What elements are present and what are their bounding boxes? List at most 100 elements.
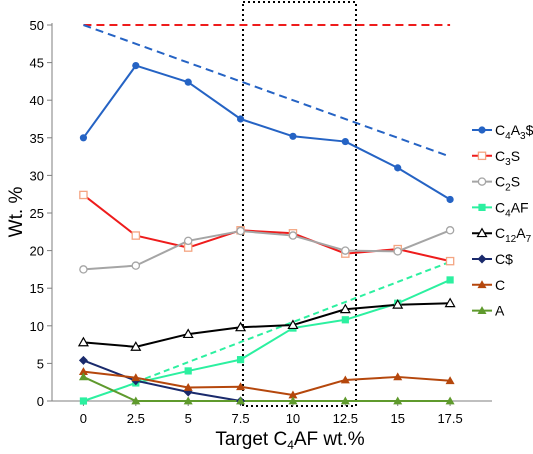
y-tick-label: 10: [30, 319, 44, 334]
legend-label: C3S: [495, 148, 520, 168]
data-point: [236, 226, 245, 236]
series-line-7: [83, 376, 451, 402]
x-axis-title: Target C4AF wt.%: [215, 429, 364, 452]
series-markers: [77, 62, 456, 406]
data-point: [341, 137, 349, 146]
data-point: [78, 355, 88, 365]
series-line-1: [82, 194, 451, 263]
y-tick-label: 5: [37, 356, 44, 371]
data-point: [445, 376, 455, 385]
data-point: [131, 396, 141, 405]
data-point: [236, 356, 245, 364]
y-tick-label: 50: [30, 18, 44, 33]
series-line-6: [83, 370, 451, 396]
series-line-5: [83, 359, 241, 402]
y-tick-label: 35: [30, 131, 44, 146]
x-tick-label: 12.5: [333, 411, 358, 426]
x-tick-label: 7.5: [232, 411, 250, 426]
tick-labels: 0 5 10 15 20 25 30 35 40 45 50 0 2.5 5 7.5 10 12.5 15 17.5: [30, 18, 463, 426]
y-tick-label: 0: [37, 394, 44, 409]
y-axis-title: Wt. %: [6, 187, 27, 238]
legend-label: C4A3$: [495, 122, 533, 142]
legend-marker: [477, 306, 487, 314]
data-point: [77, 336, 89, 347]
series-lines: [82, 64, 451, 402]
data-point: [184, 367, 192, 375]
highlight-box: [242, 1, 357, 407]
x-tick-label: 0: [80, 411, 87, 426]
data-point: [340, 396, 350, 405]
data-point: [446, 276, 454, 284]
data-point: [79, 190, 88, 200]
data-point: [131, 373, 141, 382]
data-point: [236, 115, 245, 123]
legend-label: C4AF: [495, 199, 529, 219]
y-tick-label: 20: [30, 244, 44, 259]
legend-label: A: [495, 303, 505, 319]
data-point: [236, 382, 246, 391]
data-point: [287, 319, 299, 330]
legend-label: C: [495, 277, 505, 293]
data-point: [393, 247, 402, 256]
data-point: [182, 328, 194, 339]
data-point: [444, 297, 456, 308]
legend-marker: [477, 254, 487, 264]
series-line-2: [83, 229, 451, 271]
legend-label: C$: [495, 251, 513, 267]
reference-lines: [83, 24, 451, 384]
data-point: [79, 134, 88, 142]
y-tick-label: 30: [30, 168, 44, 183]
reference-line: [83, 24, 451, 158]
data-point: [445, 226, 455, 235]
x-tick-label: 17.5: [437, 411, 462, 426]
data-point: [235, 321, 247, 332]
series-line-4: [83, 302, 451, 348]
data-point: [339, 303, 351, 314]
data-point: [131, 261, 141, 270]
data-point: [131, 231, 141, 240]
x-tick-label: 15: [390, 411, 404, 426]
axes: [47, 23, 492, 406]
data-point: [340, 375, 350, 384]
y-tick-label: 40: [30, 93, 44, 108]
data-point: [341, 316, 349, 324]
x-tick-label: 2.5: [127, 411, 145, 426]
highlight-box-layer: [242, 1, 357, 407]
y-tick-label: 25: [30, 206, 44, 221]
data-point: [393, 372, 403, 381]
data-point: [79, 397, 88, 405]
legend-label: C12A7: [495, 225, 532, 245]
data-point: [288, 231, 298, 240]
data-point: [394, 164, 402, 172]
legend-marker: [477, 177, 487, 186]
legend-marker: [478, 203, 486, 211]
series-line-0: [82, 64, 451, 201]
legend-label: C2S: [495, 174, 520, 194]
data-point: [288, 390, 298, 399]
legend-marker: [476, 227, 488, 238]
data-point: [183, 236, 193, 246]
data-point: [288, 396, 298, 405]
data-point: [341, 246, 350, 255]
data-point: [445, 256, 455, 266]
data-point: [183, 382, 193, 391]
reference-line: [135, 260, 451, 384]
x-tick-label: 5: [185, 411, 192, 426]
data-point: [289, 132, 297, 140]
legend-marker: [477, 280, 487, 289]
data-point: [445, 396, 455, 405]
data-point: [78, 372, 88, 381]
data-point: [392, 299, 404, 309]
data-point: [130, 341, 142, 351]
data-point: [183, 396, 193, 405]
data-point: [236, 396, 246, 405]
data-point: [79, 265, 88, 274]
y-tick-label: 15: [30, 281, 44, 296]
data-point: [78, 367, 88, 376]
data-point: [132, 62, 140, 70]
x-tick-label: 10: [286, 411, 300, 426]
y-tick-label: 45: [30, 56, 44, 71]
legend-marker: [477, 151, 487, 161]
data-point: [393, 396, 403, 405]
